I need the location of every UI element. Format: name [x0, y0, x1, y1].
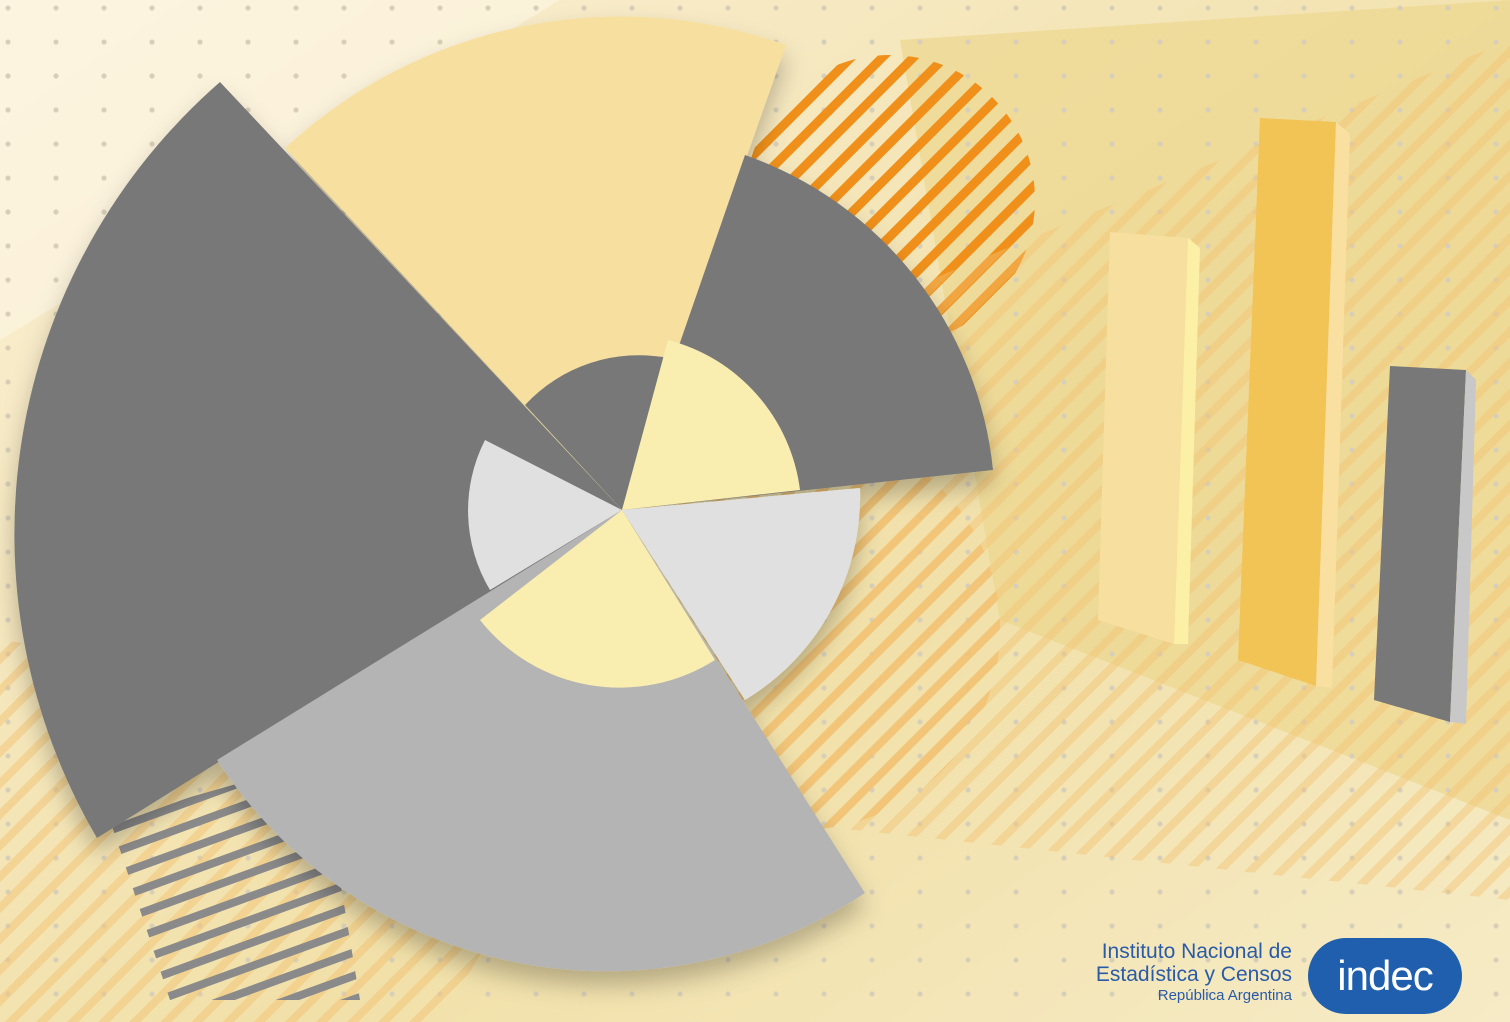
logo-mark: indec	[1308, 938, 1462, 1014]
logo-line: Estadística y Censos	[1095, 963, 1292, 986]
logo-line: Instituto Nacional de	[1101, 940, 1292, 963]
logo-subtitle: República Argentina	[1157, 987, 1292, 1004]
logo-text: Instituto Nacional de Estadística y Cens…	[1096, 940, 1292, 1006]
